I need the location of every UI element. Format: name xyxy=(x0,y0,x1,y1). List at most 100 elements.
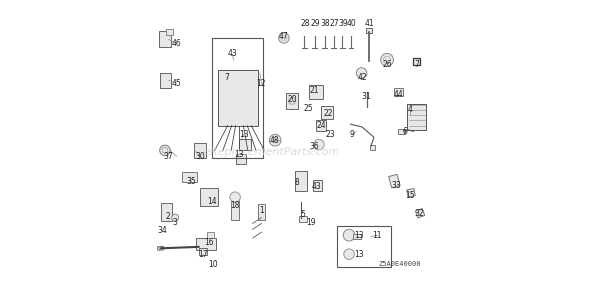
Text: 36: 36 xyxy=(309,142,319,150)
Bar xyxy=(158,246,163,250)
Text: 12: 12 xyxy=(257,79,266,88)
Bar xyxy=(199,248,206,255)
Text: 11: 11 xyxy=(372,231,382,240)
Text: 38: 38 xyxy=(321,19,330,28)
Text: 8: 8 xyxy=(294,178,299,187)
Bar xyxy=(160,73,171,88)
Bar xyxy=(369,145,375,150)
Text: 1: 1 xyxy=(259,206,264,215)
Bar xyxy=(299,216,307,222)
Text: 24: 24 xyxy=(316,121,326,130)
Text: 26: 26 xyxy=(382,60,392,69)
Circle shape xyxy=(381,53,394,66)
Bar xyxy=(218,70,258,126)
Bar xyxy=(366,28,372,33)
Text: 27: 27 xyxy=(330,19,339,28)
Bar xyxy=(196,238,216,250)
Bar xyxy=(394,88,403,96)
Text: 13: 13 xyxy=(235,150,244,159)
Bar xyxy=(316,120,326,131)
Bar xyxy=(322,106,333,119)
Text: 41: 41 xyxy=(365,19,374,28)
Text: 5: 5 xyxy=(300,210,305,219)
Bar xyxy=(159,31,171,47)
Text: 48: 48 xyxy=(270,136,279,145)
Bar xyxy=(236,154,246,164)
Text: 13: 13 xyxy=(355,231,364,240)
Bar xyxy=(160,203,172,221)
Text: 7: 7 xyxy=(224,73,229,82)
Text: 13: 13 xyxy=(355,250,364,259)
Text: 2: 2 xyxy=(166,212,171,221)
Text: 4: 4 xyxy=(408,105,413,114)
Text: 19: 19 xyxy=(306,217,316,227)
Text: 43: 43 xyxy=(227,50,237,58)
Text: 31: 31 xyxy=(362,92,372,101)
Bar xyxy=(398,129,405,134)
Bar xyxy=(353,234,360,239)
Text: 35: 35 xyxy=(186,177,196,186)
Bar xyxy=(415,209,425,218)
Text: 7: 7 xyxy=(414,60,419,69)
Text: 25: 25 xyxy=(303,104,313,113)
Text: 23: 23 xyxy=(325,130,335,139)
Bar xyxy=(240,139,251,150)
Bar xyxy=(258,204,265,220)
Text: 29: 29 xyxy=(311,19,320,28)
Text: 47: 47 xyxy=(278,32,288,41)
Circle shape xyxy=(356,68,367,78)
Circle shape xyxy=(269,134,281,146)
Circle shape xyxy=(160,145,171,156)
Bar xyxy=(310,86,323,99)
Text: 39: 39 xyxy=(338,19,348,28)
Text: 17: 17 xyxy=(198,250,208,259)
Text: 6: 6 xyxy=(402,127,407,136)
Bar xyxy=(231,198,240,220)
Circle shape xyxy=(343,229,355,241)
Circle shape xyxy=(314,139,324,150)
Text: 37: 37 xyxy=(163,152,173,161)
Text: 22: 22 xyxy=(324,109,333,118)
Text: 13: 13 xyxy=(239,130,248,139)
Text: 21: 21 xyxy=(309,86,319,95)
Bar xyxy=(206,232,214,238)
Circle shape xyxy=(172,214,179,221)
Text: 40: 40 xyxy=(347,19,357,28)
Text: 46: 46 xyxy=(172,39,182,48)
Circle shape xyxy=(162,148,168,153)
Text: 10: 10 xyxy=(208,260,218,269)
Circle shape xyxy=(344,249,355,259)
Bar xyxy=(407,104,426,130)
Text: 16: 16 xyxy=(204,238,214,247)
Text: 30: 30 xyxy=(195,152,205,161)
Text: 3: 3 xyxy=(173,217,178,227)
Bar xyxy=(182,172,197,182)
Bar xyxy=(407,189,415,197)
Text: 43: 43 xyxy=(312,182,322,191)
Bar xyxy=(313,180,322,191)
Circle shape xyxy=(281,35,287,41)
Circle shape xyxy=(278,33,289,43)
Text: 20: 20 xyxy=(287,95,297,104)
Circle shape xyxy=(384,56,391,63)
Text: 45: 45 xyxy=(172,79,182,88)
Circle shape xyxy=(272,137,278,143)
Text: 28: 28 xyxy=(300,19,310,28)
Bar xyxy=(200,189,218,206)
Text: 42: 42 xyxy=(358,73,367,82)
Text: 34: 34 xyxy=(157,226,167,235)
Bar xyxy=(286,93,298,109)
Circle shape xyxy=(289,97,296,104)
Text: 15: 15 xyxy=(405,191,415,200)
Text: eReplacementParts.com: eReplacementParts.com xyxy=(204,147,340,157)
Text: 33: 33 xyxy=(391,181,401,190)
Bar xyxy=(194,143,206,158)
Text: 32: 32 xyxy=(414,209,424,218)
Text: 18: 18 xyxy=(230,201,240,210)
Text: 44: 44 xyxy=(394,90,404,99)
Bar xyxy=(295,171,307,191)
Bar xyxy=(413,58,420,65)
Bar xyxy=(166,29,173,35)
Text: 14: 14 xyxy=(207,197,217,206)
Bar xyxy=(389,174,400,188)
